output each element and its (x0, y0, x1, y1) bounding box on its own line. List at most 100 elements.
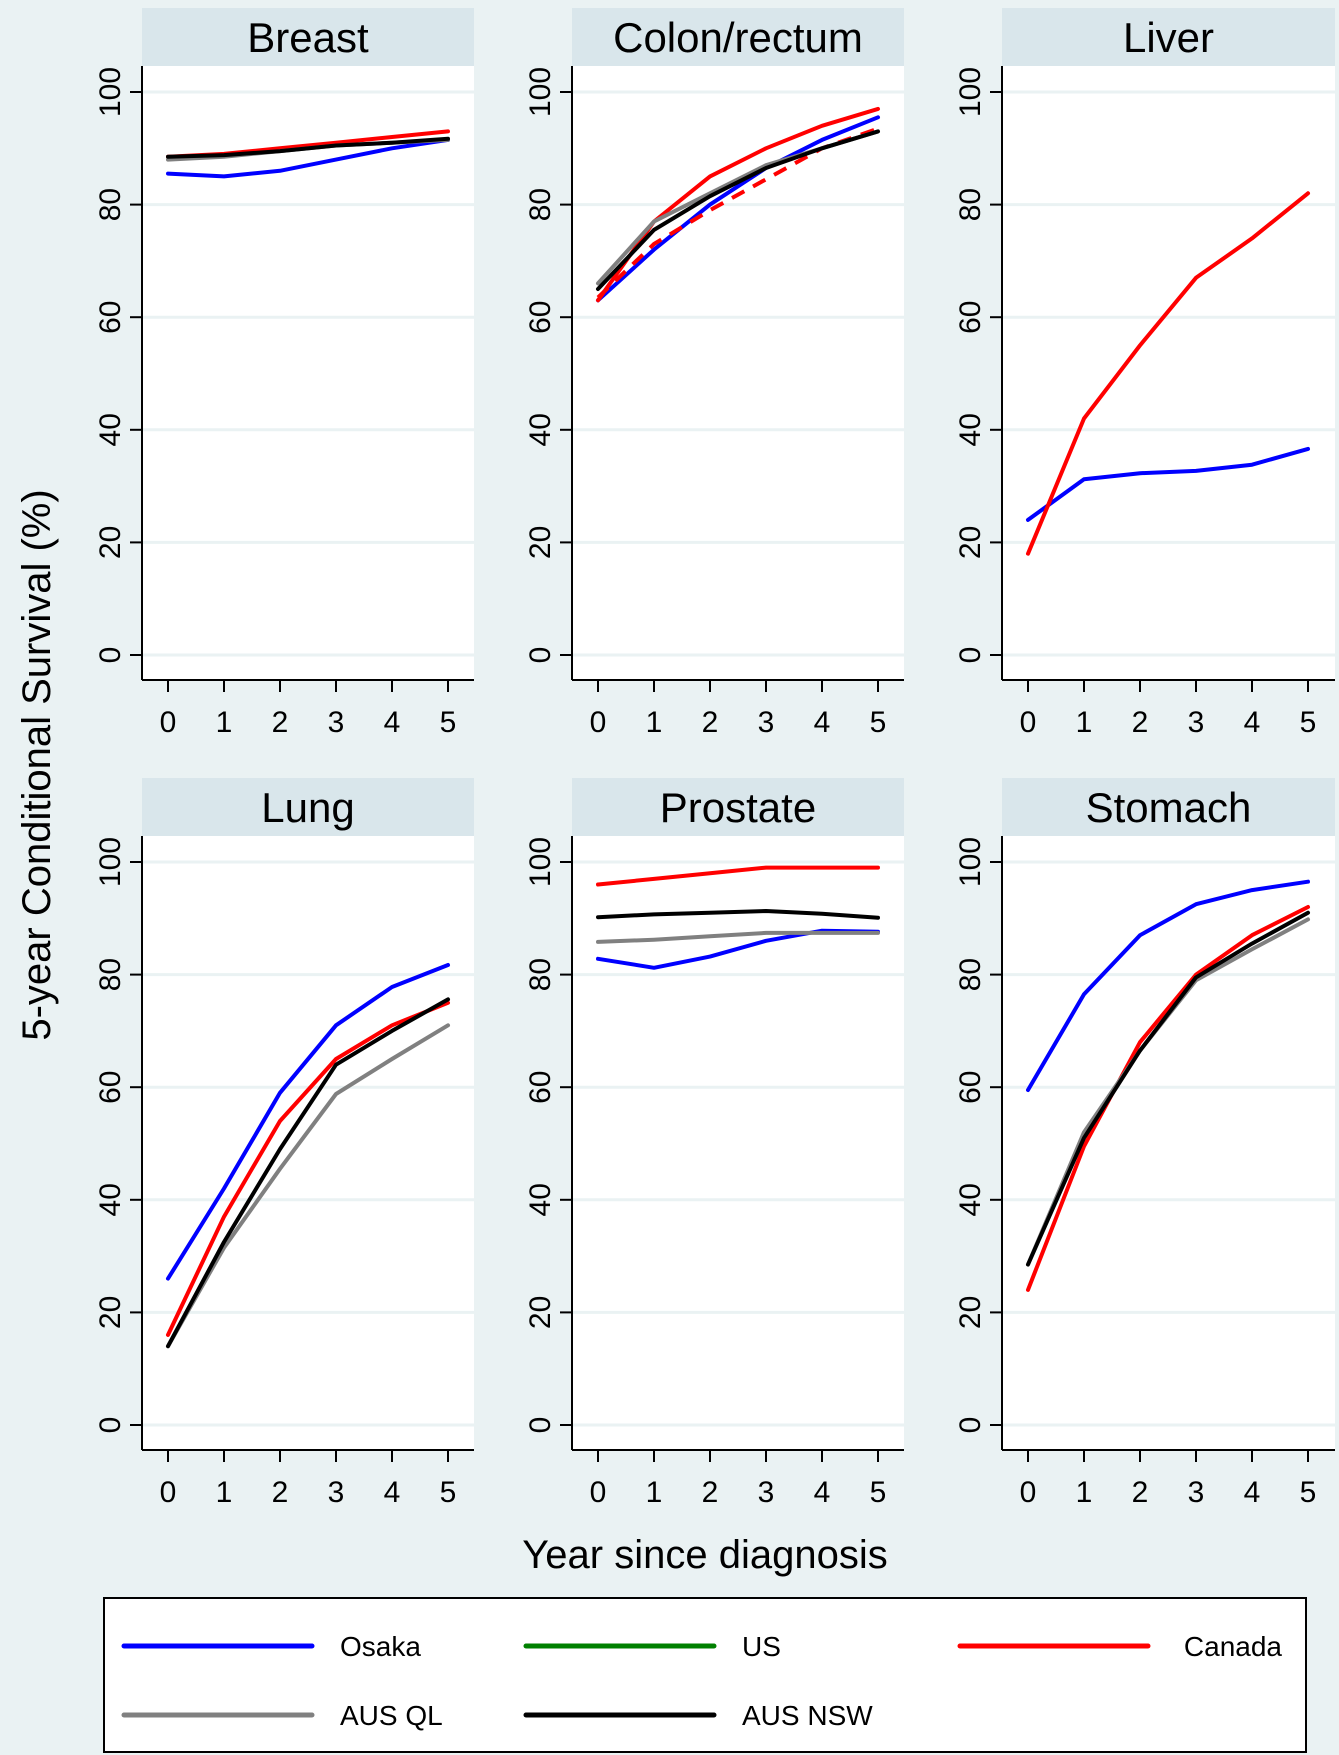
x-tick-label: 3 (758, 706, 775, 739)
panel-stomach: Stomach 0 20 40 60 80 100 0 1 2 3 4 5 (954, 778, 1335, 1509)
y-tick-label: 0 (94, 647, 127, 664)
y-tick-label: 0 (524, 647, 557, 664)
y-tick-label: 80 (524, 958, 557, 991)
legend-label: AUS QL (340, 1700, 443, 1731)
x-tick-label: 0 (160, 1476, 177, 1509)
y-tick-label: 20 (94, 526, 127, 559)
x-tick-label: 1 (646, 706, 663, 739)
series-line-osaka (1026, 446, 1310, 522)
y-tick-label: 20 (954, 526, 987, 559)
x-tick-label: 4 (1244, 1476, 1261, 1509)
y-tick-label: 100 (524, 67, 557, 117)
x-tick-label: 5 (870, 1476, 887, 1509)
x-tick-label: 2 (702, 1476, 719, 1509)
x-tick-label: 1 (646, 1476, 663, 1509)
x-tick-label: 4 (1244, 706, 1261, 739)
x-tick-label: 2 (1132, 1476, 1149, 1509)
y-tick-label: 80 (524, 188, 557, 221)
plot-area (142, 836, 474, 1450)
x-tick-label: 5 (1300, 1476, 1317, 1509)
x-tick-label: 2 (272, 706, 289, 739)
legend: Osaka US Canada AUS QL AUS NSW (103, 1597, 1307, 1753)
series-line-aus-ql (596, 930, 880, 944)
panel-header (572, 8, 904, 66)
legend-label: AUS NSW (742, 1700, 873, 1731)
plot-area (572, 836, 904, 1450)
legend-item-aus-nsw: AUS NSW (523, 1700, 873, 1731)
x-tick-label: 5 (440, 1476, 457, 1509)
y-tick-label: 40 (954, 1183, 987, 1216)
y-tick-label: 60 (94, 301, 127, 334)
x-tick-label: 2 (1132, 706, 1149, 739)
y-tick-label: 20 (524, 526, 557, 559)
x-axis-title: Year since diagnosis (522, 1533, 887, 1577)
panel-header (1002, 778, 1335, 836)
y-tick-label: 80 (94, 188, 127, 221)
y-tick-label: 0 (524, 1417, 557, 1434)
plot-area (142, 66, 474, 680)
x-tick-label: 3 (758, 1476, 775, 1509)
series-line-canada (1026, 905, 1310, 1292)
y-axis-title: 5-year Conditional Survival (%) (15, 489, 59, 1040)
panel-header (1002, 8, 1335, 66)
panel-prostate: Prostate 0 20 40 60 80 100 0 1 2 3 4 5 (524, 778, 904, 1509)
x-tick-label: 0 (160, 706, 177, 739)
x-tick-label: 4 (384, 1476, 401, 1509)
plot-area (572, 66, 904, 680)
x-tick-label: 1 (1076, 706, 1093, 739)
legend-item-us: US (523, 1631, 781, 1662)
y-tick-label: 40 (524, 413, 557, 446)
x-tick-label: 4 (814, 706, 831, 739)
panel-header (142, 8, 474, 66)
y-tick-label: 60 (94, 1071, 127, 1104)
y-tick-label: 80 (954, 958, 987, 991)
panel-header (572, 778, 904, 836)
panel-title: Prostate (660, 784, 816, 831)
panel-liver: Liver 0 20 40 60 80 100 0 1 2 3 4 5 (954, 8, 1335, 739)
panel-title: Liver (1123, 14, 1214, 61)
panel-header (142, 778, 474, 836)
x-tick-label: 3 (328, 1476, 345, 1509)
legend-label: US (742, 1631, 781, 1662)
panel-title: Breast (247, 14, 369, 61)
y-tick-label: 20 (954, 1296, 987, 1329)
y-tick-label: 40 (94, 413, 127, 446)
x-tick-label: 4 (814, 1476, 831, 1509)
x-tick-label: 3 (1188, 706, 1205, 739)
x-tick-label: 2 (272, 1476, 289, 1509)
series-line-aus-nsw (1026, 910, 1310, 1267)
x-tick-label: 5 (440, 706, 457, 739)
series-line-aus-ql (166, 1023, 450, 1349)
series-line-canada (596, 865, 880, 887)
x-tick-label: 3 (328, 706, 345, 739)
y-tick-label: 40 (954, 413, 987, 446)
x-tick-label: 5 (870, 706, 887, 739)
panel-breast: Breast 0 20 40 60 80 100 0 1 2 3 4 5 (94, 8, 474, 739)
y-tick-label: 60 (954, 1071, 987, 1104)
y-tick-label: 100 (524, 837, 557, 887)
x-tick-label: 0 (590, 1476, 607, 1509)
legend-label: Canada (1184, 1631, 1283, 1662)
y-tick-label: 60 (524, 301, 557, 334)
x-tick-label: 5 (1300, 706, 1317, 739)
y-tick-label: 20 (524, 1296, 557, 1329)
series-line-osaka (166, 137, 450, 179)
x-tick-label: 0 (1020, 1476, 1037, 1509)
series-line-canada (1026, 191, 1310, 556)
series-line-aus-nsw (166, 997, 450, 1349)
x-tick-label: 1 (1076, 1476, 1093, 1509)
series-line-osaka (596, 115, 880, 303)
legend-item-aus-ql: AUS QL (121, 1700, 443, 1731)
y-tick-label: 40 (524, 1183, 557, 1216)
y-tick-label: 20 (94, 1296, 127, 1329)
legend-box (103, 1597, 1307, 1753)
y-tick-label: 0 (954, 1417, 987, 1434)
legend-item-osaka: Osaka (121, 1631, 421, 1662)
y-tick-label: 100 (94, 837, 127, 887)
y-tick-label: 60 (954, 301, 987, 334)
series-line-osaka (166, 963, 450, 1281)
x-tick-label: 1 (216, 1476, 233, 1509)
y-tick-label: 40 (94, 1183, 127, 1216)
